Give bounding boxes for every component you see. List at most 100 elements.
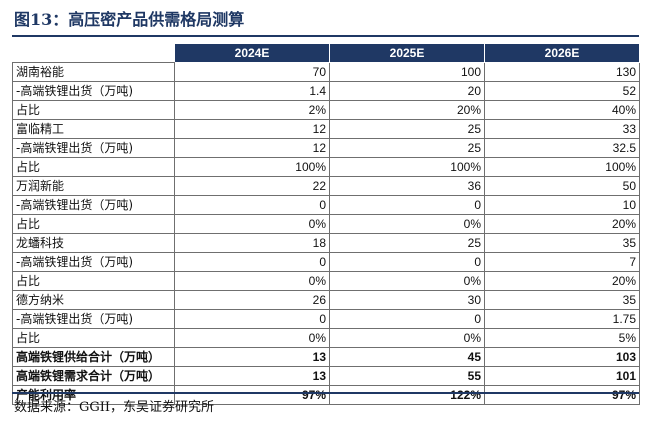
table-cell: 100% xyxy=(329,157,485,177)
row-label: 德方纳米 xyxy=(12,290,175,310)
table-row: 高端铁锂供给合计（万吨） 13 45 103 xyxy=(12,347,640,367)
row-label: 湖南裕能 xyxy=(12,62,175,82)
table-cell: 70 xyxy=(174,62,330,82)
row-label: -高端铁锂出货（万吨) xyxy=(12,309,175,329)
table-cell: 100% xyxy=(484,157,640,177)
table-cell: 52 xyxy=(484,81,640,101)
table-cell: 2% xyxy=(174,100,330,120)
row-label: 占比 xyxy=(12,271,175,291)
table-row: 龙蟠科技 18 25 35 xyxy=(12,233,640,253)
row-label: 万润新能 xyxy=(12,176,175,196)
row-label: -高端铁锂出货（万吨) xyxy=(12,138,175,158)
table-cell: 101 xyxy=(484,366,640,386)
table-cell: 12 xyxy=(174,138,330,158)
table-cell: 1.75 xyxy=(484,309,640,329)
table-cell: 18 xyxy=(174,233,330,253)
column-header: 2024E xyxy=(174,43,330,63)
table-row: 湖南裕能 70 100 130 xyxy=(12,62,640,82)
table-cell: 13 xyxy=(174,366,330,386)
table-cell: 35 xyxy=(484,233,640,253)
row-label: 占比 xyxy=(12,328,175,348)
table-cell: 1.4 xyxy=(174,81,330,101)
figure-title: 图13：高压密产品供需格局测算 xyxy=(14,10,245,29)
table-cell: 30 xyxy=(329,290,485,310)
table-cell: 20 xyxy=(329,81,485,101)
table-row: -高端铁锂出货（万吨) 0 0 10 xyxy=(12,195,640,215)
table-cell: 50 xyxy=(484,176,640,196)
table-cell: 26 xyxy=(174,290,330,310)
row-label: 占比 xyxy=(12,157,175,177)
table-cell: 20% xyxy=(484,214,640,234)
table-cell: 25 xyxy=(329,119,485,139)
table-cell: 100% xyxy=(174,157,330,177)
row-label: 高端铁锂供给合计（万吨） xyxy=(12,347,175,367)
table-cell: 103 xyxy=(484,347,640,367)
table-row: -高端铁锂出货（万吨) 0 0 7 xyxy=(12,252,640,272)
table-cell: 130 xyxy=(484,62,640,82)
column-header: 2026E xyxy=(484,43,640,63)
row-label: -高端铁锂出货（万吨) xyxy=(12,252,175,272)
table-cell: 5% xyxy=(484,328,640,348)
table-cell: 20% xyxy=(329,100,485,120)
source-rule xyxy=(12,392,639,394)
table-row: -高端铁锂出货（万吨) 12 25 32.5 xyxy=(12,138,640,158)
table-row: 高端铁锂需求合计（万吨） 13 55 101 xyxy=(12,366,640,386)
row-label: -高端铁锂出货（万吨) xyxy=(12,81,175,101)
table-cell: 0% xyxy=(329,271,485,291)
table-row: 富临精工 12 25 33 xyxy=(12,119,640,139)
table-row: 德方纳米 26 30 35 xyxy=(12,290,640,310)
header-corner xyxy=(12,43,175,63)
table-cell: 36 xyxy=(329,176,485,196)
table-cell: 13 xyxy=(174,347,330,367)
row-label: -高端铁锂出货（万吨) xyxy=(12,195,175,215)
table-cell: 0% xyxy=(174,214,330,234)
row-label: 高端铁锂需求合计（万吨） xyxy=(12,366,175,386)
table-cell: 25 xyxy=(329,138,485,158)
table-cell: 0 xyxy=(329,195,485,215)
source-note: 数据来源：GGII，东吴证券研究所 xyxy=(14,400,215,415)
table-cell: 12 xyxy=(174,119,330,139)
table-row: 占比 100% 100% 100% xyxy=(12,157,640,177)
table-row: 产能利用率 97% 122% 97% xyxy=(12,385,640,405)
title-rule xyxy=(12,35,639,37)
column-header: 2025E xyxy=(329,43,485,63)
row-label: 富临精工 xyxy=(12,119,175,139)
table-row: 占比 0% 0% 5% xyxy=(12,328,640,348)
table-row: 占比 0% 0% 20% xyxy=(12,214,640,234)
table-cell: 0% xyxy=(329,328,485,348)
row-label: 龙蟠科技 xyxy=(12,233,175,253)
table-cell: 0 xyxy=(174,309,330,329)
table-cell: 0 xyxy=(174,195,330,215)
table-cell: 55 xyxy=(329,366,485,386)
table-row: 占比 0% 0% 20% xyxy=(12,271,640,291)
table-row: 万润新能 22 36 50 xyxy=(12,176,640,196)
table-row: -高端铁锂出货（万吨) 1.4 20 52 xyxy=(12,81,640,101)
table-cell: 0 xyxy=(329,309,485,329)
table-cell: 22 xyxy=(174,176,330,196)
table-cell: 20% xyxy=(484,271,640,291)
row-label: 产能利用率 xyxy=(12,385,175,405)
table-cell: 0% xyxy=(174,271,330,291)
table-cell: 100 xyxy=(329,62,485,82)
table-cell: 0% xyxy=(174,328,330,348)
table-cell: 40% xyxy=(484,100,640,120)
table-row: -高端铁锂出货（万吨) 0 0 1.75 xyxy=(12,309,640,329)
table-cell: 33 xyxy=(484,119,640,139)
table-cell: 0 xyxy=(329,252,485,272)
table-body: 湖南裕能 70 100 130 -高端铁锂出货（万吨) 1.4 20 52 占比 2% 20% 40%… xyxy=(12,62,640,405)
table-cell: 32.5 xyxy=(484,138,640,158)
table-cell: 122% xyxy=(329,385,485,405)
supply-demand-table: 2024E 2025E 2026E 湖南裕能 70 100 130 -高端铁锂出货（万吨… xyxy=(12,43,640,405)
table-cell: 0% xyxy=(329,214,485,234)
table-row: 占比 2% 20% 40% xyxy=(12,100,640,120)
table-cell: 7 xyxy=(484,252,640,272)
table-cell: 45 xyxy=(329,347,485,367)
table-cell: 10 xyxy=(484,195,640,215)
table-cell: 0 xyxy=(174,252,330,272)
table-cell: 25 xyxy=(329,233,485,253)
row-label: 占比 xyxy=(12,214,175,234)
table-cell: 35 xyxy=(484,290,640,310)
row-label: 占比 xyxy=(12,100,175,120)
table-header-row: 2024E 2025E 2026E xyxy=(12,43,640,63)
table-cell: 97% xyxy=(484,385,640,405)
